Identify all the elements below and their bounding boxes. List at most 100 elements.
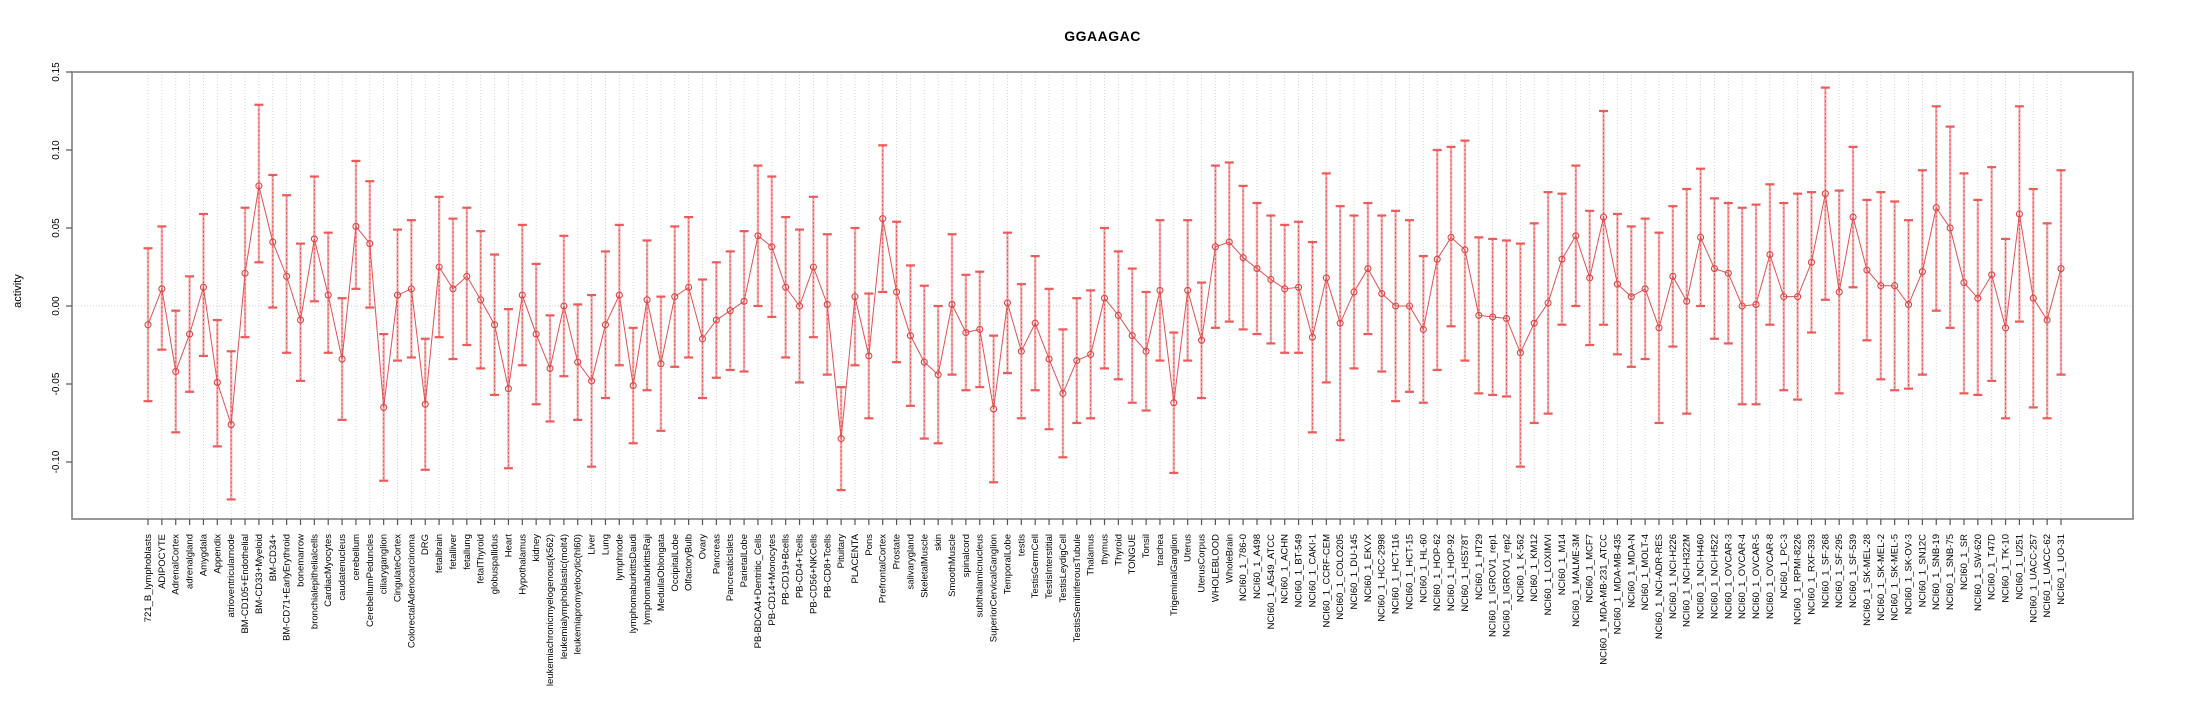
data-point: [1918, 268, 1926, 276]
data-point: [504, 385, 512, 393]
x-axis-label: Heart: [503, 534, 514, 558]
x-axis-label: NCI60_1_TK-10: [2001, 534, 2012, 603]
data-point: [629, 382, 637, 390]
data-point: [879, 215, 887, 223]
x-axis-label: Lung: [600, 534, 611, 555]
x-axis-label: testis: [1016, 534, 1027, 556]
x-axis-label: NCI60_1_SF-539: [1848, 534, 1859, 608]
data-point: [588, 377, 596, 385]
x-axis-label: Uterus: [1183, 534, 1194, 562]
data-point: [1613, 280, 1621, 288]
data-point: [1281, 285, 1289, 293]
data-point: [1295, 283, 1303, 291]
x-axis-label: UterusCorpus: [1197, 534, 1208, 593]
data-point: [1904, 300, 1913, 308]
x-axis-label: caudatenucleus: [337, 534, 348, 601]
x-axis-label: salivarygland: [905, 534, 916, 589]
x-axis-label: bronchialepithelialcells: [309, 534, 320, 629]
data-point: [518, 291, 526, 299]
x-axis-label: thymus: [1100, 534, 1111, 565]
data-point: [837, 435, 845, 443]
x-axis-label: NCI60_1_BT-549: [1294, 534, 1305, 607]
x-axis-label: NCI60_1_SNB-75: [1945, 534, 1956, 610]
x-axis-label: PB-BDCA4+Dentritic_Cells: [753, 534, 764, 649]
data-point: [1891, 282, 1899, 290]
data-point: [1142, 347, 1150, 355]
data-point: [1114, 311, 1122, 319]
x-axis-label: NCI60_1_NCI-ADR-RES: [1654, 534, 1665, 639]
x-axis-label: NCI60_1_MDA-MB-231_ATCC: [1599, 534, 1610, 665]
x-axis-label: NCI60_1_SF-295: [1834, 534, 1845, 608]
x-axis-label: NCI60_1_IGROV1_rep1: [1488, 534, 1499, 637]
data-point: [1807, 258, 1816, 266]
x-axis-label: NCI60_1_M14: [1557, 534, 1568, 595]
x-axis-label: ciliaryganglion: [379, 534, 390, 594]
data-point: [435, 263, 443, 271]
x-axis-label: NCI60_1_DU-145: [1349, 534, 1360, 610]
data-point: [643, 296, 651, 304]
data-point: [338, 355, 346, 363]
x-axis-label: NCI60_1_A549_ATCC: [1266, 534, 1277, 630]
x-axis-label: NCI60_1_MDA-N: [1626, 534, 1637, 608]
x-axis-label: 721_B_lymphoblasts: [143, 534, 154, 622]
data-point: [1364, 265, 1372, 273]
data-point: [1045, 355, 1053, 363]
x-axis-label: NCI60_1_HL-60: [1418, 534, 1429, 603]
data-point: [2015, 210, 2023, 218]
x-axis-label: spinalcord: [961, 534, 972, 577]
data-point: [449, 285, 457, 293]
data-point: [1447, 233, 1455, 241]
x-axis-label: ParietalLobe: [739, 534, 750, 587]
data-point: [1184, 286, 1192, 294]
data-point: [1267, 275, 1275, 284]
x-axis-label: globuspallidus: [490, 534, 501, 594]
y-tick-label: 0.00: [51, 296, 62, 316]
data-point: [1350, 288, 1358, 296]
x-axis-label: CingulateCortex: [393, 534, 404, 602]
data-point: [768, 243, 776, 251]
data-point: [1697, 233, 1705, 241]
x-axis-label: Pons: [864, 534, 875, 556]
x-axis-label: leukemialymphoblastic(molt4): [559, 534, 570, 659]
data-point: [1308, 333, 1316, 341]
data-point: [851, 293, 859, 301]
x-axis-label: Hypothalamus: [517, 534, 528, 595]
x-axis-label: cerebellum: [351, 534, 362, 581]
x-axis-label: NCI60_1_HT29: [1474, 534, 1485, 600]
data-point: [1489, 313, 1497, 321]
data-point: [186, 330, 194, 338]
x-axis-label: NCI60_1_HCT-15: [1404, 534, 1415, 610]
x-axis-label: NCI60_1_COLO205: [1335, 534, 1346, 620]
data-point: [1502, 314, 1511, 323]
x-axis-label: SuperiorCervicalGanglion: [989, 534, 1000, 642]
x-axis-label: ColorectalAdenocarcinoma: [406, 533, 417, 648]
x-axis-label: NCI60_1_NCI-H226: [1668, 534, 1679, 619]
data-point: [158, 285, 166, 293]
data-point: [2002, 324, 2010, 332]
data-point: [1849, 213, 1857, 221]
series-line: [147, 185, 2062, 439]
data-point: [574, 358, 582, 366]
x-axis-label: NCI60_1_LOXIMVI: [1543, 534, 1554, 615]
data-point: [782, 283, 790, 291]
data-point: [1974, 294, 1982, 302]
x-axis-label: NCI60_1_EKVX: [1363, 533, 1374, 602]
x-axis-label: NCI60_1_UACC-62: [2042, 534, 2053, 617]
x-axis-label: TrigeminalGanglion: [1169, 534, 1180, 616]
data-point: [1794, 293, 1802, 301]
data-point: [1586, 274, 1594, 282]
data-point: [241, 269, 249, 277]
x-axis-label: lymphomaburkittsRaji: [642, 534, 653, 625]
data-point: [1821, 190, 1829, 198]
data-point: [893, 288, 901, 296]
x-axis-label: NCI60_1_HOP-62: [1432, 534, 1443, 611]
data-point: [976, 325, 984, 333]
data-point: [199, 283, 207, 291]
x-axis-label: TONGUE: [1127, 534, 1138, 574]
data-point: [865, 352, 873, 360]
x-axis-label: MedullaOblongata: [656, 533, 667, 611]
data-point: [1003, 299, 1012, 307]
x-axis-label: ADIPOCYTE: [157, 534, 168, 589]
